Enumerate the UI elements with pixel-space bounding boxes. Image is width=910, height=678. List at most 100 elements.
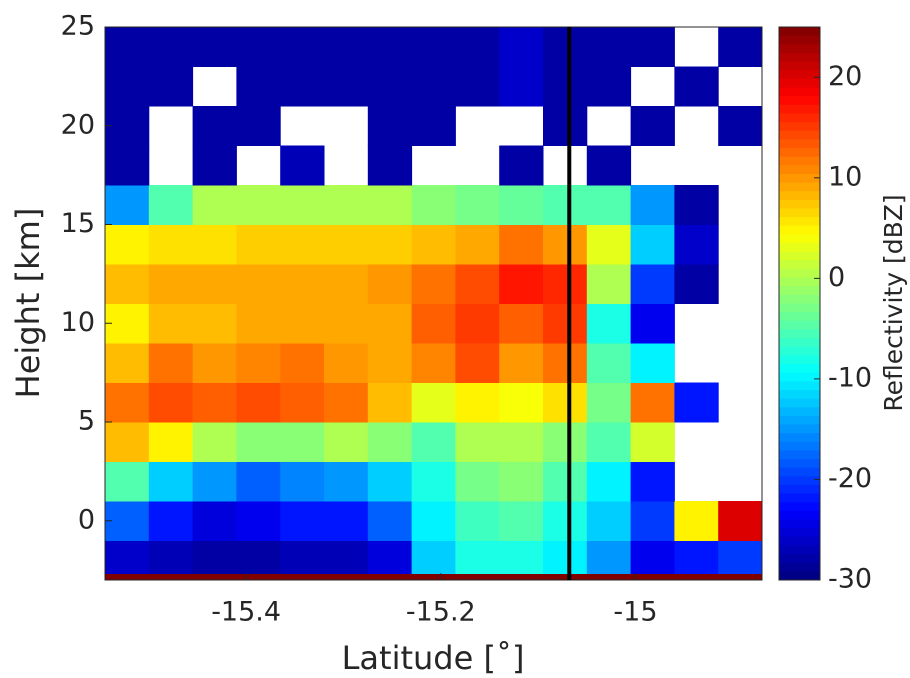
- cell: [367, 145, 413, 186]
- cell: [543, 540, 588, 581]
- cell: [105, 501, 150, 541]
- colorbar-step: [779, 268, 820, 279]
- y-tick-label: 5: [78, 406, 95, 437]
- cell: [148, 224, 194, 265]
- cell: [148, 382, 194, 423]
- colorbar-step: [779, 78, 820, 88]
- cell: [411, 224, 456, 265]
- cell: [236, 264, 281, 304]
- colorbar-step: [779, 467, 820, 477]
- colorbar-step: [779, 398, 820, 408]
- cell: [236, 27, 281, 67]
- cell: [718, 501, 763, 541]
- colorbar-step: [779, 502, 820, 512]
- cell: [586, 264, 632, 304]
- colorbar-step: [779, 139, 820, 149]
- cell: [411, 66, 456, 107]
- colorbar-step: [779, 441, 820, 451]
- cell: [499, 224, 544, 265]
- cell: [367, 382, 413, 423]
- colorbar-step: [779, 286, 820, 296]
- cell: [411, 343, 456, 383]
- x-tick-label: -15.2: [406, 597, 476, 628]
- cell: [105, 185, 150, 225]
- colorbar-step: [779, 450, 820, 460]
- colorbar-step: [779, 519, 820, 529]
- cell: [455, 422, 500, 462]
- cell: [455, 66, 500, 107]
- colorbar-step: [779, 484, 820, 495]
- cell: [586, 27, 632, 67]
- colorbar-step: [779, 355, 820, 365]
- cell: [105, 382, 150, 423]
- cell: [236, 540, 281, 581]
- cell: [367, 27, 413, 67]
- cell: [236, 382, 281, 423]
- cell: [367, 501, 413, 541]
- colorbar-step: [779, 61, 820, 71]
- cell: [105, 106, 150, 146]
- cell: [411, 27, 456, 67]
- cell: [455, 27, 500, 67]
- colorbar-step: [779, 113, 820, 123]
- colorbar-tick-label: 0: [828, 262, 845, 293]
- cell: [499, 264, 544, 304]
- cell: [367, 303, 413, 344]
- cell: [411, 106, 456, 146]
- cell: [280, 185, 325, 225]
- colorbar-step: [779, 173, 820, 184]
- cell: [192, 224, 237, 265]
- cell: [630, 224, 675, 265]
- cell: [148, 501, 194, 541]
- cell: [674, 501, 719, 541]
- heatmap: [105, 27, 763, 581]
- colorbar-frame: [778, 26, 821, 581]
- colorbar-step: [779, 510, 820, 521]
- cell: [192, 145, 237, 186]
- cell: [674, 382, 719, 423]
- cell: [367, 343, 413, 383]
- cell: [324, 343, 369, 383]
- colorbar-step: [779, 130, 820, 140]
- cell: [280, 66, 325, 107]
- surface-band: [105, 574, 762, 580]
- y-tick-label: 15: [61, 208, 95, 239]
- cell: [105, 540, 150, 581]
- colorbar-step: [779, 312, 820, 322]
- cell: [148, 66, 194, 107]
- cell: [455, 501, 500, 541]
- cell: [192, 185, 237, 225]
- colorbar-step: [779, 528, 820, 538]
- cell: [280, 224, 325, 265]
- cell: [192, 382, 237, 423]
- cell: [718, 540, 763, 581]
- colorbar-step: [779, 27, 820, 37]
- cell: [543, 303, 588, 344]
- cell: [324, 382, 369, 423]
- colorbar-step: [779, 44, 820, 54]
- cell: [718, 27, 763, 67]
- colorbar-tick-label: -20: [828, 463, 872, 494]
- colorbar-step: [779, 251, 820, 261]
- cell: [236, 66, 281, 107]
- cell: [192, 501, 237, 541]
- cell: [499, 382, 544, 423]
- x-tick-label: -15.4: [211, 597, 281, 628]
- cell: [148, 303, 194, 344]
- colorbar-step: [779, 156, 820, 166]
- cell: [630, 540, 675, 581]
- cell: [367, 106, 413, 146]
- cell: [543, 66, 588, 107]
- colorbar-step: [779, 381, 820, 391]
- cell: [455, 185, 500, 225]
- cell: [236, 224, 281, 265]
- cell: [148, 27, 194, 67]
- cell: [324, 66, 369, 107]
- cell: [367, 461, 413, 502]
- cell: [455, 461, 500, 502]
- cell: [586, 185, 632, 225]
- cell: [105, 27, 150, 67]
- cell: [236, 501, 281, 541]
- cell: [499, 185, 544, 225]
- cell: [586, 422, 632, 462]
